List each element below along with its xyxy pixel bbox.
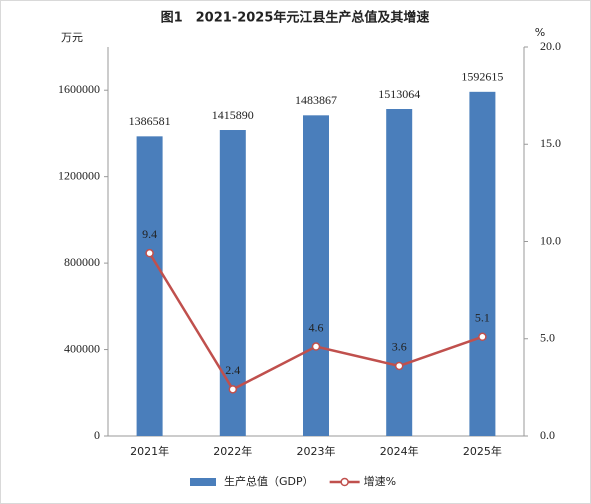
y-tick-label: 400000 (64, 341, 100, 355)
chart-title: 图1 2021-2025年元江县生产总值及其增速 (161, 10, 430, 26)
legend-swatch (340, 477, 349, 487)
line-marker (394, 361, 404, 371)
y2-tick-label: 10.0 (540, 233, 561, 247)
y-tick-label: 1200000 (58, 168, 100, 182)
y2-unit: % (535, 26, 545, 39)
line-value-label: 5.1 (475, 311, 490, 325)
y-tick-label: 1600000 (58, 82, 100, 96)
bar-value-label: 1592615 (461, 70, 503, 84)
y2-tick-label: 0.0 (540, 428, 555, 442)
bar (469, 91, 496, 436)
x-tick-label: 2023年 (297, 444, 336, 458)
x-tick-label: 2021年 (130, 444, 169, 458)
x-tick-label: 2025年 (463, 444, 502, 458)
line-marker (478, 332, 487, 342)
bar-value-label: 1386581 (129, 114, 171, 128)
y2-tick-label: 15.0 (540, 136, 561, 150)
line-value-label: 4.6 (309, 320, 324, 334)
line-value-label: 2.4 (225, 363, 240, 377)
legend-label: 生产总值（GDP） (224, 474, 314, 488)
y2-tick-label: 20.0 (540, 39, 561, 53)
line-marker (311, 342, 321, 351)
y-unit: 万元 (61, 31, 83, 44)
bar (303, 115, 329, 436)
line-value-label: 9.4 (142, 227, 157, 241)
line-marker (228, 385, 238, 394)
bar-value-label: 1513064 (378, 87, 420, 101)
x-tick-label: 2024年 (380, 444, 419, 458)
line-marker (145, 248, 154, 258)
line-value-label: 3.6 (392, 340, 407, 354)
legend-swatch (190, 478, 216, 486)
y-tick-label: 800000 (64, 255, 100, 269)
bar-value-label: 1483867 (295, 93, 337, 107)
bar-value-label: 1415890 (212, 108, 254, 122)
legend-label: 增速% (364, 474, 396, 488)
x-tick-label: 2022年 (213, 444, 252, 458)
bar (386, 109, 413, 436)
bar (136, 136, 163, 437)
y2-tick-label: 5.0 (540, 331, 555, 345)
y-tick-label: 0 (94, 428, 100, 442)
